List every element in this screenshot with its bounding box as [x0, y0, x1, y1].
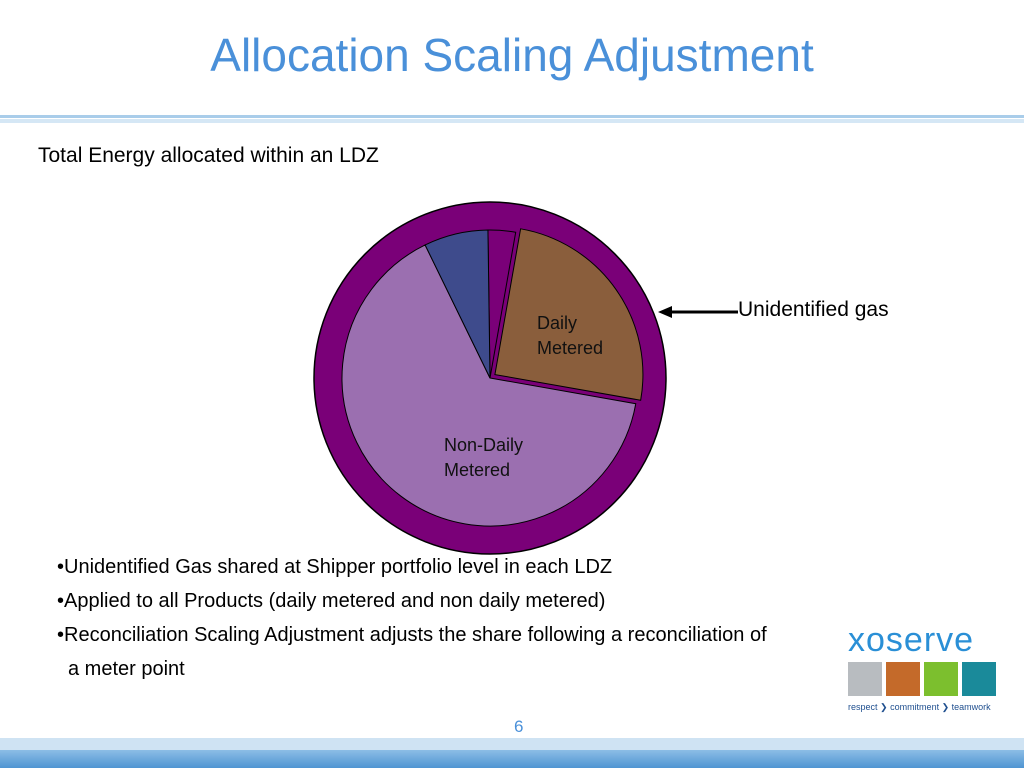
logo: xoserve respect ❯ commitment ❯ teamwork [848, 622, 1004, 718]
logo-tile [886, 662, 920, 696]
annotation: Unidentified gas [738, 298, 889, 321]
logo-tagline: respect ❯ commitment ❯ teamwork [848, 702, 991, 712]
slide-title: Allocation Scaling Adjustment [210, 29, 814, 81]
subtitle: Total Energy allocated within an LDZ [38, 144, 379, 167]
footer-band [0, 750, 1024, 768]
pie-slice [341, 244, 637, 527]
logo-name: xoserve [848, 621, 975, 659]
logo-tile [848, 662, 882, 696]
logo-tile [962, 662, 996, 696]
bullet: Applied to all Products (daily metered a… [57, 584, 775, 618]
slice-label: Daily Metered [537, 313, 604, 358]
tag: commitment [890, 702, 940, 712]
logo-images [848, 662, 1004, 696]
pie-slice [424, 229, 491, 379]
bullet: Unidentified Gas shared at Shipper portf… [57, 550, 775, 584]
arrow-head [658, 306, 672, 318]
pie-slice [494, 228, 644, 401]
bullet: Reconciliation Scaling Adjustment adjust… [57, 618, 775, 686]
slice-label: Non-Daily Metered [444, 435, 524, 480]
tag: teamwork [951, 702, 991, 712]
header-rule [0, 119, 1024, 123]
page-number: 6 [514, 717, 524, 736]
header-rule [0, 115, 1024, 118]
logo-tile [924, 662, 958, 696]
footer-band [0, 738, 1024, 750]
tag: respect [848, 702, 878, 712]
bullet-list: Unidentified Gas shared at Shipper portf… [57, 550, 775, 686]
